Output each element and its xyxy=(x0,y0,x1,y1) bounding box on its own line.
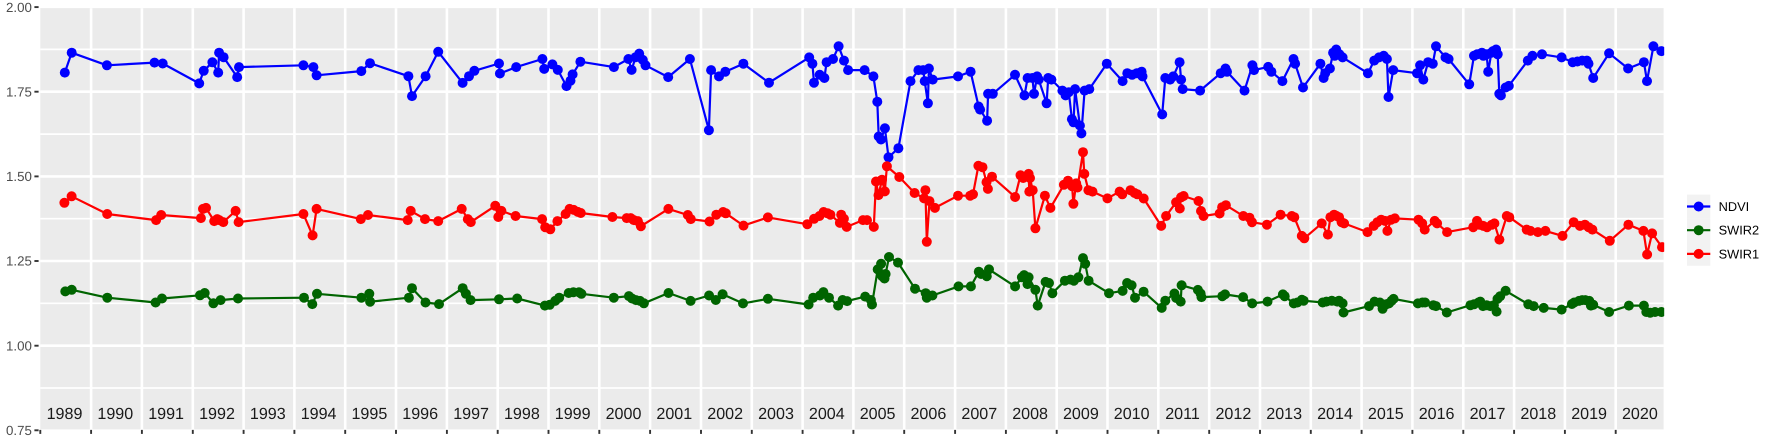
svg-text:2004: 2004 xyxy=(809,405,845,423)
svg-text:SWIR1: SWIR1 xyxy=(1719,246,1760,261)
svg-text:2011: 2011 xyxy=(1165,405,1200,423)
svg-text:2016: 2016 xyxy=(1419,405,1455,423)
svg-text:2007: 2007 xyxy=(961,405,997,423)
svg-text:2017: 2017 xyxy=(1470,405,1506,423)
svg-text:2000: 2000 xyxy=(606,405,642,423)
svg-text:NDVI: NDVI xyxy=(1719,199,1750,214)
svg-text:2013: 2013 xyxy=(1266,405,1302,423)
svg-text:1.25: 1.25 xyxy=(6,254,32,269)
svg-text:1999: 1999 xyxy=(555,405,591,423)
svg-text:1.00: 1.00 xyxy=(6,338,32,353)
svg-text:2006: 2006 xyxy=(910,405,946,423)
svg-text:1993: 1993 xyxy=(250,405,286,423)
svg-text:1990: 1990 xyxy=(97,405,133,423)
svg-text:2014: 2014 xyxy=(1317,405,1353,423)
svg-text:2012: 2012 xyxy=(1215,405,1251,423)
svg-text:1.50: 1.50 xyxy=(6,169,32,184)
svg-text:2002: 2002 xyxy=(707,405,743,423)
svg-text:2020: 2020 xyxy=(1622,405,1658,423)
svg-text:1995: 1995 xyxy=(351,405,387,423)
svg-text:2008: 2008 xyxy=(1012,405,1048,423)
svg-text:1.75: 1.75 xyxy=(6,84,32,99)
svg-text:0.75: 0.75 xyxy=(6,423,32,438)
svg-text:1989: 1989 xyxy=(47,405,83,423)
svg-text:2015: 2015 xyxy=(1368,405,1404,423)
svg-text:2010: 2010 xyxy=(1114,405,1150,423)
svg-text:2018: 2018 xyxy=(1520,405,1556,423)
svg-text:1997: 1997 xyxy=(453,405,489,423)
svg-text:2005: 2005 xyxy=(860,405,896,423)
svg-text:1992: 1992 xyxy=(199,405,235,423)
svg-text:1996: 1996 xyxy=(402,405,438,423)
svg-text:2003: 2003 xyxy=(758,405,794,423)
svg-text:2019: 2019 xyxy=(1571,405,1607,423)
svg-text:SWIR2: SWIR2 xyxy=(1719,223,1760,238)
svg-text:2001: 2001 xyxy=(656,405,692,423)
svg-text:2.00: 2.00 xyxy=(6,0,32,15)
svg-text:1994: 1994 xyxy=(301,405,337,423)
svg-text:2009: 2009 xyxy=(1063,405,1099,423)
svg-text:1991: 1991 xyxy=(148,405,184,423)
svg-text:1998: 1998 xyxy=(504,405,540,423)
